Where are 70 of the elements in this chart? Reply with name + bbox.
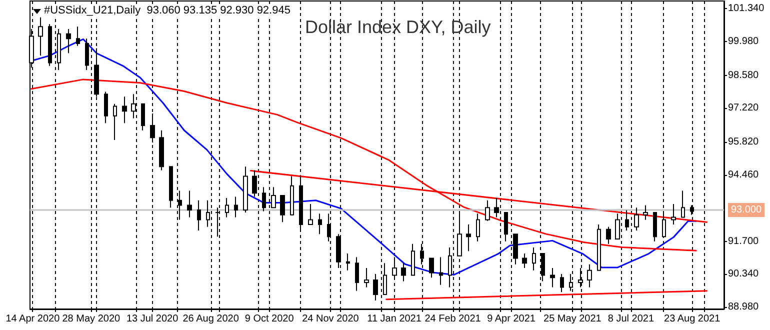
candlestick [308,204,313,226]
candlestick [104,91,108,124]
x-tick-label: 9 Oct 2020 [244,314,294,324]
candlestick [401,262,406,282]
y-tick-label: 98.580 [728,70,760,81]
candlestick [66,28,71,54]
candlestick [85,38,89,71]
candlestick [225,197,229,218]
candlestick [429,258,434,278]
candlestick [38,16,43,56]
candlestick [234,196,238,218]
x-tick-label: 13 Jul 2020 [126,314,179,324]
candlestick [634,207,639,232]
candlestick [169,166,173,208]
candlestick [159,130,164,171]
candlestick [346,252,350,271]
candlestick [597,224,601,271]
candlestick [560,274,564,293]
x-tick-label: 8 Jul 2021 [608,314,654,324]
y-tick-label: 97.220 [728,102,760,114]
y-tick-label: 94.460 [728,169,760,180]
candlestick [76,26,80,46]
y-tick-label: 95.820 [728,136,760,148]
candlestick [625,210,629,232]
x-tick-label: 25 May 2021 [544,314,602,324]
ref-line-label: 93.000 [731,204,762,216]
x-tick-label: 24 Nov 2020 [302,314,360,324]
candlestick [671,204,676,226]
candlestick [243,166,248,213]
candlestick [643,204,648,220]
candlestick [318,213,322,235]
x-tick-label: 24 Feb 2021 [424,314,482,324]
x-tick-label: 9 Apr 2021 [487,314,536,324]
x-tick-label: 14 Apr 2020 [6,314,60,324]
candlestick [522,252,527,268]
candlestick [466,224,471,252]
candlestick [439,256,443,286]
candlestick [476,213,480,242]
x-tick-label: 28 May 2020 [62,314,120,324]
candlestick [364,267,369,288]
candlestick [550,267,555,288]
x-tick-label: 26 Aug 2020 [182,314,240,324]
candlestick [122,96,127,124]
candlestick [262,186,266,212]
candlestick [141,103,145,131]
candlestick [197,200,201,232]
candlestick [532,246,536,271]
candlestick [187,190,192,218]
text: Dollar Index DXY, Daily [305,17,491,37]
y-tick-label: 101.340 [728,3,765,14]
x-tick-label: 11 Jan 2021 [367,314,422,324]
candlestick [280,195,285,223]
y-tick-label: 91.700 [728,236,760,247]
candlestick [355,256,359,292]
candlestick [587,264,592,288]
candlestick [606,226,611,244]
y-tick-label: 90.340 [728,268,760,280]
annotation: #USSidx_U21,Daily 93.060 93.135 92.930 92.945 [44,4,290,16]
candlestick [653,212,657,242]
candlestick [113,103,117,141]
x-tick-label: 23 Aug 2021 [664,314,721,324]
candlestick [411,243,415,276]
candlestick [290,176,294,216]
candlestick [504,212,508,242]
y-tick-label: 99.980 [728,36,760,48]
candlestick [485,200,490,222]
candlestick [681,190,685,218]
candlestick [48,24,52,66]
y-tick-label: 88.980 [728,302,760,313]
candlestick [373,274,378,302]
